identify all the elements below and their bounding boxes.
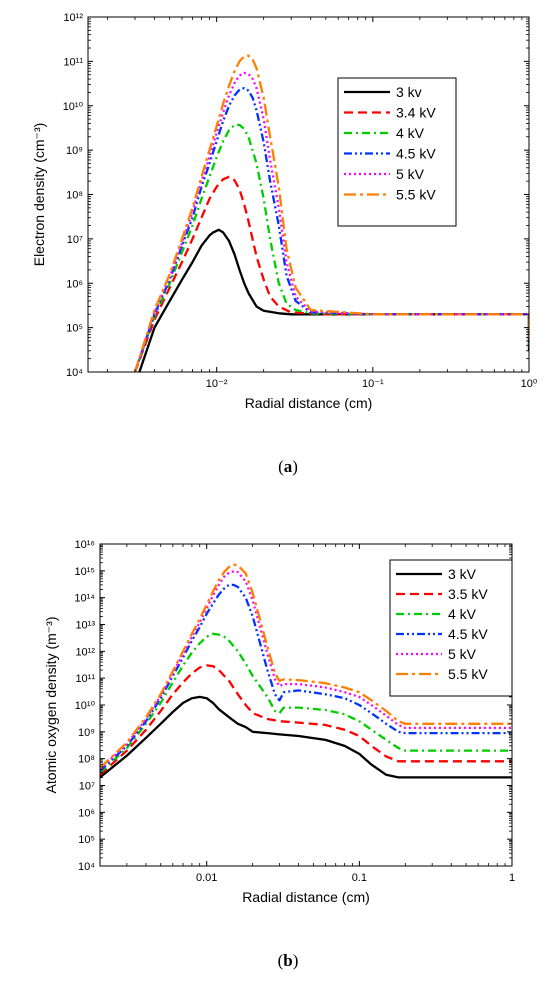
legend-label-5: 5.5 kV <box>396 187 436 203</box>
series-line-2 <box>100 632 512 774</box>
legend-box <box>337 77 457 227</box>
y-tick-label: 10⁸ <box>66 190 83 202</box>
caption-letter: a <box>284 457 293 476</box>
x-axis-label: Radial distance (cm) <box>245 395 373 411</box>
x-axis-label: Radial distance (cm) <box>242 889 370 905</box>
legend-label-1: 3.5 kV <box>448 586 488 602</box>
series-line-1 <box>133 175 529 372</box>
x-tick-label: 1 <box>509 872 515 884</box>
y-axis-label: Electron density (cm⁻³) <box>31 123 47 267</box>
caption-open: ( <box>278 951 284 970</box>
series-line-0 <box>138 228 529 372</box>
y-tick-label: 10⁵ <box>78 834 95 846</box>
legend-label-1: 3.4 kV <box>396 105 436 121</box>
y-tick-label: 10¹⁶ <box>75 539 95 551</box>
y-axis-label: Atomic oxygen density (m⁻³) <box>43 617 59 794</box>
y-tick-label: 10¹¹ <box>63 56 83 68</box>
y-tick-label: 10¹³ <box>75 620 95 632</box>
legend-label-2: 4 kV <box>448 606 477 622</box>
series-line-0 <box>100 695 512 779</box>
chart-panel-a: 10⁴ 10⁵ 10⁶ 10⁷ 10⁸ 10⁹ 10¹⁰ 10¹¹ 10¹² 10⁻² 10⁻¹ 10… <box>31 12 538 476</box>
panel-caption: (b) <box>278 951 299 970</box>
y-tick-label: 10¹⁴ <box>74 593 95 605</box>
y-tick-label: 10¹⁰ <box>63 101 84 113</box>
x-tick-label: 0.01 <box>196 872 217 884</box>
y-tick-label: 10¹² <box>75 646 95 658</box>
legend-label-0: 3 kV <box>448 566 477 582</box>
y-tick-label: 10¹¹ <box>75 673 95 685</box>
series-line-4 <box>133 71 529 372</box>
legend-box <box>389 559 513 697</box>
series-line-2 <box>133 123 529 372</box>
legend-label-0: 3 kv <box>396 84 422 100</box>
x-tick-label: 10⁻¹ <box>362 378 384 390</box>
series-group <box>133 54 529 372</box>
x-tick-label: 10⁻² <box>206 378 228 390</box>
caption-close: ) <box>293 951 299 970</box>
chart-panel-b: 10⁴10⁵10⁶10⁷10⁸10⁹10¹⁰10¹¹10¹²10¹³10¹⁴10… <box>43 539 515 970</box>
series-line-5 <box>133 54 529 372</box>
series-line-5 <box>100 563 512 769</box>
x-tick-label: 10⁰ <box>521 378 538 390</box>
y-tick-label: 10⁶ <box>78 807 95 819</box>
legend-label-4: 5 kV <box>448 646 477 662</box>
legend-label-2: 4 kV <box>396 125 425 141</box>
legend-label-5: 5.5 kV <box>448 666 488 682</box>
y-tick-label: 10¹² <box>63 12 83 24</box>
y-tick-label: 10¹⁵ <box>75 566 95 578</box>
x-tick-label: 0.1 <box>352 872 367 884</box>
y-tick-label: 10⁴ <box>78 861 95 873</box>
caption-letter: b <box>283 951 292 970</box>
y-tick-label: 10⁵ <box>66 323 83 335</box>
caption-close: ) <box>292 457 298 476</box>
series-group <box>100 563 512 779</box>
y-tick-label: 10⁷ <box>67 234 83 246</box>
legend-label-3: 4.5 kV <box>396 146 436 162</box>
series-line-1 <box>100 664 512 776</box>
y-tick-label: 10⁶ <box>66 278 83 290</box>
y-tick-label: 10⁷ <box>79 781 95 793</box>
series-line-4 <box>100 570 512 771</box>
y-tick-label: 10⁸ <box>78 754 95 766</box>
y-tick-label: 10⁹ <box>78 727 95 739</box>
legend-label-4: 5 kV <box>396 166 425 182</box>
y-tick-label: 10¹⁰ <box>75 700 96 712</box>
legend-label-3: 4.5 kV <box>448 626 488 642</box>
y-tick-label: 10⁴ <box>66 367 83 379</box>
panel-caption: (a) <box>278 457 298 476</box>
y-tick-label: 10⁹ <box>66 145 83 157</box>
caption-open: ( <box>278 457 284 476</box>
series-line-3 <box>133 86 529 372</box>
